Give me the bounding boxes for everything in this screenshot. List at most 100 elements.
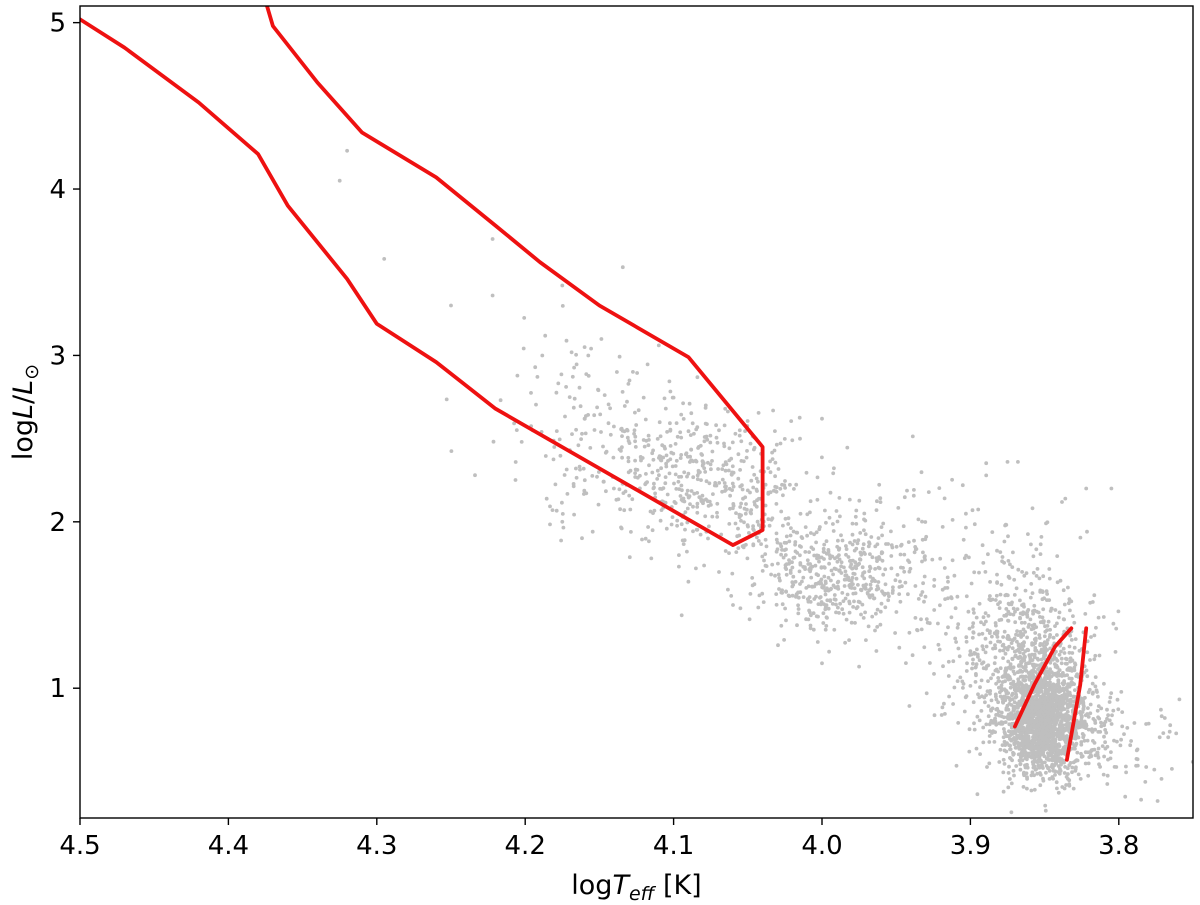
scatter-point — [1040, 760, 1044, 765]
scatter-point — [693, 458, 698, 463]
scatter-point — [984, 722, 989, 727]
scatter-point — [576, 443, 581, 448]
scatter-point — [731, 502, 736, 506]
scatter-point — [1017, 746, 1021, 750]
scatter-point — [668, 428, 673, 433]
scatter-point — [700, 493, 705, 498]
scatter-point — [851, 605, 855, 609]
scatter-point — [984, 693, 988, 697]
scatter-point — [490, 293, 495, 298]
scatter-point — [1048, 751, 1052, 756]
scatter-point — [890, 591, 895, 595]
scatter-point — [675, 523, 679, 528]
scatter-point — [923, 594, 928, 599]
scatter-point — [828, 598, 833, 602]
scatter-point — [574, 475, 579, 480]
scatter-point — [641, 438, 646, 442]
scatter-point — [1069, 676, 1074, 681]
scatter-point — [680, 488, 684, 493]
scatter-point — [821, 584, 826, 588]
scatter-point — [1100, 744, 1105, 748]
scatter-point — [1114, 626, 1119, 631]
scatter-point — [1105, 716, 1109, 721]
scatter-point — [819, 577, 824, 582]
scatter-point — [1010, 682, 1015, 687]
scatter-point — [988, 594, 992, 598]
scatter-point — [1004, 607, 1009, 611]
scatter-point — [1055, 701, 1059, 706]
scatter-point — [827, 649, 831, 654]
scatter-point — [685, 488, 690, 493]
scatter-point — [534, 402, 538, 407]
scatter-point — [1072, 645, 1077, 650]
scatter-point — [979, 709, 984, 713]
scatter-point — [908, 566, 913, 571]
scatter-point — [862, 528, 866, 533]
scatter-point — [626, 439, 631, 443]
scatter-point — [976, 692, 980, 697]
scatter-point — [1052, 654, 1056, 659]
scatter-point — [1083, 612, 1088, 616]
scatter-point — [850, 532, 855, 537]
scatter-point — [522, 316, 527, 320]
scatter-point — [907, 560, 912, 564]
scatter-point — [849, 620, 854, 625]
scatter-point — [1103, 740, 1107, 745]
scatter-point — [1010, 691, 1015, 696]
scatter-point — [1018, 762, 1023, 766]
scatter-point — [689, 489, 694, 493]
scatter-point — [964, 635, 969, 640]
scatter-point — [876, 586, 881, 591]
scatter-point — [1016, 752, 1021, 757]
scatter-point — [874, 508, 879, 512]
scatter-point — [1108, 695, 1113, 700]
scatter-point — [1026, 720, 1031, 725]
scatter-point — [671, 395, 676, 400]
scatter-point — [1028, 658, 1033, 663]
scatter-point — [1046, 766, 1050, 771]
scatter-point — [473, 473, 477, 478]
scatter-point — [831, 572, 835, 577]
scatter-point — [1042, 596, 1046, 601]
scatter-point — [738, 505, 743, 509]
scatter-point — [1109, 750, 1113, 754]
scatter-point — [881, 521, 886, 526]
scatter-point — [952, 685, 957, 690]
scatter-point — [626, 459, 631, 464]
scatter-point — [971, 630, 976, 635]
scatter-point — [663, 475, 668, 479]
scatter-point — [1010, 657, 1015, 662]
scatter-point — [1031, 670, 1036, 674]
scatter-point — [1105, 707, 1109, 712]
scatter-point — [997, 685, 1001, 690]
scatter-point — [983, 570, 988, 574]
scatter-point — [1090, 730, 1095, 734]
scatter-point — [984, 473, 989, 478]
scatter-point — [911, 493, 916, 498]
scatter-point — [986, 704, 991, 708]
scatter-point — [907, 569, 912, 574]
scatter-point — [860, 546, 865, 551]
scatter-point — [1152, 767, 1157, 772]
scatter-point — [986, 552, 990, 557]
scatter-point — [1011, 669, 1016, 674]
scatter-point — [994, 694, 998, 699]
scatter-point — [848, 540, 852, 545]
scatter-point — [1115, 739, 1119, 744]
scatter-point — [1093, 653, 1098, 658]
scatter-point — [1008, 737, 1012, 741]
scatter-point — [997, 606, 1002, 610]
scatter-point — [651, 448, 655, 453]
scatter-point — [990, 634, 994, 639]
scatter-point — [574, 362, 579, 367]
scatter-point — [580, 536, 584, 541]
scatter-point — [968, 649, 973, 654]
scatter-point — [1085, 650, 1090, 655]
scatter-point — [964, 553, 968, 558]
scatter-point — [1032, 757, 1037, 762]
scatter-point — [706, 536, 710, 541]
scatter-point — [744, 502, 748, 506]
scatter-point — [668, 444, 673, 448]
scatter-point — [996, 709, 1001, 714]
scatter-point — [1012, 649, 1017, 654]
